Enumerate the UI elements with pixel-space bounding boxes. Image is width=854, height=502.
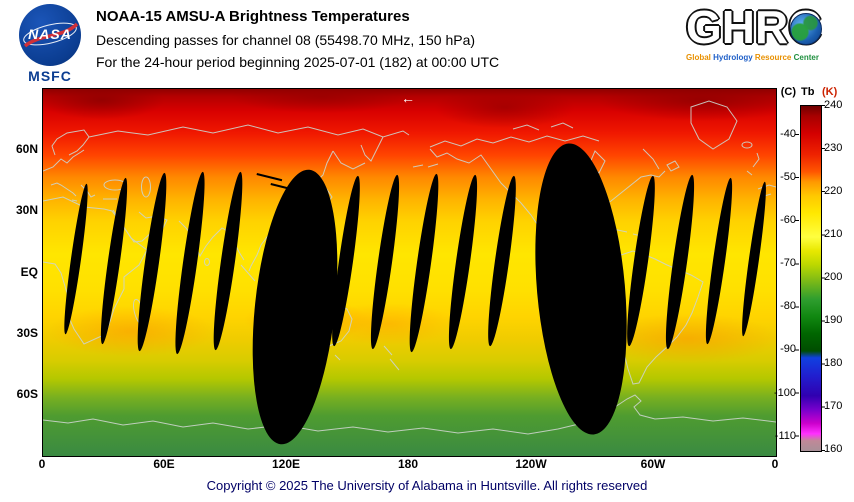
lon-label-120e: 120E	[271, 457, 301, 471]
colorbar-ticks-kelvin	[821, 105, 825, 451]
colorbar-ticks-celsius	[795, 134, 799, 438]
ghrc-tagline: Global Hydrology Resource Center	[686, 53, 852, 62]
c-label: -110	[774, 430, 796, 442]
k-label: 210	[824, 228, 843, 240]
nasa-logo-text: NASA	[28, 26, 72, 42]
subtitle-channel: Descending passes for channel 08 (55498.…	[96, 32, 476, 48]
globe-icon	[790, 13, 822, 45]
lat-label-30s: 30S	[16, 326, 38, 340]
tagline-word: Center	[793, 53, 819, 62]
title-block: NOAA-15 AMSU-A Brightness Temperatures D…	[96, 8, 656, 76]
k-label: 160	[824, 443, 843, 455]
lon-label-60w: 60W	[640, 457, 666, 471]
lat-label-30n: 30N	[15, 203, 38, 217]
lon-label-180: 180	[397, 457, 419, 471]
lat-label-60s: 60S	[16, 387, 38, 401]
lat-label-60n: 60N	[15, 142, 38, 156]
k-label: 180	[824, 357, 843, 369]
k-label: 240	[824, 99, 843, 111]
k-label: 170	[824, 400, 843, 412]
colorbar-kelvin-header: (K)	[822, 86, 838, 98]
ghrc-logo: GHRC Global Hydrology Resource Center	[686, 1, 852, 62]
colorbar	[800, 105, 822, 452]
c-label: -100	[773, 387, 796, 399]
k-label: 200	[824, 271, 843, 283]
c-label: -90	[780, 343, 796, 355]
msfc-label: MSFC	[28, 68, 72, 84]
nasa-logo-decor	[23, 22, 79, 48]
k-label: 190	[824, 314, 843, 326]
c-label: -40	[780, 128, 796, 140]
tagline-word: Hydrology	[713, 53, 753, 62]
colorbar-tb-header: Tb	[801, 86, 815, 98]
c-label: -80	[780, 300, 796, 312]
lon-label-60e: 60E	[153, 457, 175, 471]
k-label: 220	[824, 185, 843, 197]
nasa-meatball-icon: NASA	[19, 4, 81, 66]
lon-label-120w: 120W	[515, 457, 547, 471]
lat-label-eq: EQ	[20, 265, 38, 279]
tagline-word: Resource	[754, 53, 792, 62]
colorbar-celsius-header: (C)	[780, 86, 796, 98]
ghrc-logo-text: GHRC	[686, 1, 822, 53]
map-canvas: ←	[42, 88, 777, 457]
c-label: -70	[780, 257, 796, 269]
nasa-logo: NASA MSFC	[12, 4, 88, 84]
swath-gaps	[64, 143, 766, 445]
map-overlay	[43, 100, 776, 445]
page-title: NOAA-15 AMSU-A Brightness Temperatures	[96, 8, 410, 25]
cursor-arrow-icon: ←	[401, 90, 415, 106]
copyright-text: Copyright © 2025 The University of Alaba…	[206, 478, 648, 493]
c-label: -50	[780, 171, 796, 183]
k-label: 230	[824, 142, 843, 154]
subtitle-period: For the 24-hour period beginning 2025-07…	[96, 54, 500, 70]
tagline-word: Global	[686, 53, 711, 62]
c-label: -60	[780, 214, 796, 226]
lon-label-0w: 0	[38, 457, 46, 471]
lon-label-0e: 0	[771, 457, 779, 471]
